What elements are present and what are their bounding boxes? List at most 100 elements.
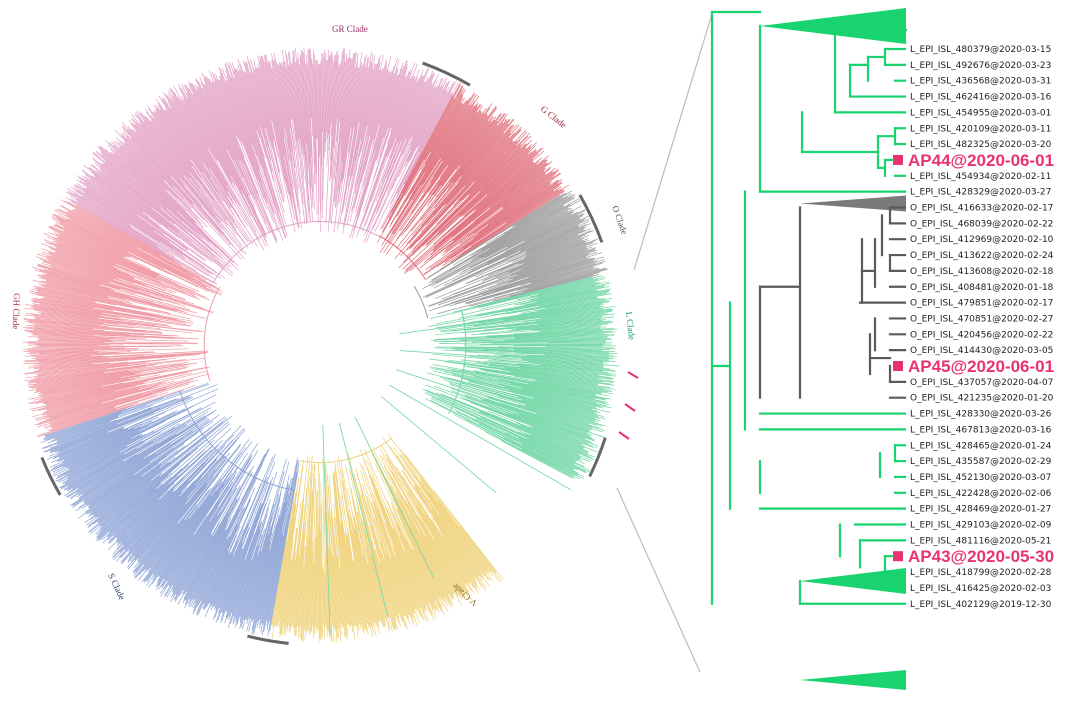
- circular-branch: [168, 90, 235, 200]
- circular-branch: [439, 529, 478, 588]
- circular-branch: [460, 377, 611, 413]
- circular-branch: [56, 217, 129, 253]
- circular-branch: [455, 119, 495, 170]
- circular-branch: [69, 457, 145, 506]
- circular-branch: [42, 385, 159, 416]
- circular-branch: [440, 107, 491, 178]
- circular-branch: [448, 122, 503, 190]
- circular-branch: [112, 141, 197, 224]
- circular-branch: [313, 490, 318, 638]
- circular-branch: [436, 182, 563, 267]
- circular-branch: [443, 247, 587, 301]
- circular-branch: [143, 478, 222, 583]
- circular-branch: [250, 59, 273, 150]
- circular-rim-segment: [40, 456, 62, 496]
- leaf-label: L_EPI_ISL_452130@2020-03-07: [910, 473, 1051, 483]
- circular-branch: [34, 366, 190, 393]
- circular-branch: [352, 533, 370, 628]
- circular-branch: [471, 213, 585, 271]
- circular-branch: [433, 336, 608, 343]
- circular-branch: [85, 455, 167, 515]
- circular-branch: [209, 483, 262, 603]
- circular-branch: [109, 476, 172, 533]
- circular-branch: [525, 226, 585, 254]
- circular-branch: [161, 475, 236, 589]
- leaf-label: O_EPI_ISL_408481@2020-01-18: [910, 283, 1054, 293]
- circular-branch: [416, 504, 466, 585]
- circular-branch: [364, 75, 423, 226]
- circular-branch: [156, 107, 221, 200]
- circular-branch: [504, 432, 587, 472]
- circular-branch: [42, 389, 139, 414]
- circular-branch: [447, 380, 606, 427]
- circular-branch: [102, 163, 175, 225]
- circular-branch: [108, 451, 206, 542]
- circular-branch: [250, 541, 271, 619]
- circular-branch: [473, 308, 612, 327]
- circular-branch: [158, 478, 227, 577]
- circular-branch: [35, 373, 210, 420]
- circular-branch: [252, 72, 271, 142]
- circular-branch: [511, 321, 614, 331]
- circular-branch: [312, 63, 317, 184]
- circular-branch: [313, 50, 318, 215]
- circular-branch: [395, 491, 453, 599]
- circular-branch: [397, 74, 425, 143]
- circular-branch: [50, 408, 161, 453]
- circular-branch: [384, 522, 418, 609]
- circular-branch: [452, 159, 548, 237]
- circular-branch: [407, 503, 462, 600]
- circular-branch: [454, 406, 585, 468]
- circular-branch: [468, 136, 529, 197]
- circular-branch: [302, 52, 312, 188]
- circular-branch: [438, 148, 527, 233]
- circular-branch: [286, 559, 296, 632]
- circular-branch: [478, 181, 553, 234]
- circular-branch: [33, 287, 146, 311]
- circular-branch: [359, 462, 415, 623]
- circular-branch: [236, 69, 288, 237]
- circular-branch: [385, 81, 425, 178]
- circular-branch: [59, 388, 219, 458]
- circular-branch: [351, 55, 376, 176]
- circular-branch: [473, 179, 559, 239]
- circular-branch: [526, 438, 576, 462]
- circular-branch: [189, 448, 269, 608]
- circular-branch: [202, 87, 252, 195]
- circular-branch: [291, 556, 300, 626]
- circular-branch: [49, 420, 153, 468]
- circular-branch: [480, 323, 609, 334]
- circular-branch: [297, 545, 306, 632]
- circular-branch: [420, 113, 482, 202]
- circular-branch: [466, 230, 594, 284]
- circular-branch: [246, 462, 290, 621]
- circular-branch: [88, 474, 135, 507]
- circular-branch: [522, 311, 612, 323]
- circular-branch: [218, 79, 265, 200]
- circular-branch: [138, 120, 217, 218]
- circular-branch: [235, 68, 286, 230]
- circular-branch: [452, 167, 546, 241]
- circular-branch: [328, 474, 342, 642]
- circular-branch: [172, 457, 252, 586]
- circular-branch: [142, 475, 219, 572]
- circular-branch: [33, 324, 94, 330]
- circular-branch: [24, 361, 151, 375]
- circular-branch: [128, 480, 196, 553]
- circular-branch: [515, 352, 617, 357]
- circular-branch: [471, 207, 569, 262]
- circular-branch: [50, 406, 116, 427]
- circular-branch: [320, 53, 323, 233]
- circular-branch: [375, 458, 449, 606]
- circular-branch: [225, 69, 261, 170]
- circular-branch: [196, 524, 238, 613]
- circular-branch: [93, 464, 162, 516]
- circular-branch: [459, 150, 530, 216]
- circular-branch: [86, 420, 210, 505]
- circular-branch: [335, 53, 354, 208]
- circular-branch: [262, 533, 283, 625]
- circular-branch: [43, 398, 177, 449]
- circular-branch: [257, 64, 279, 158]
- circular-branch: [410, 111, 482, 215]
- circular-branch: [96, 464, 180, 536]
